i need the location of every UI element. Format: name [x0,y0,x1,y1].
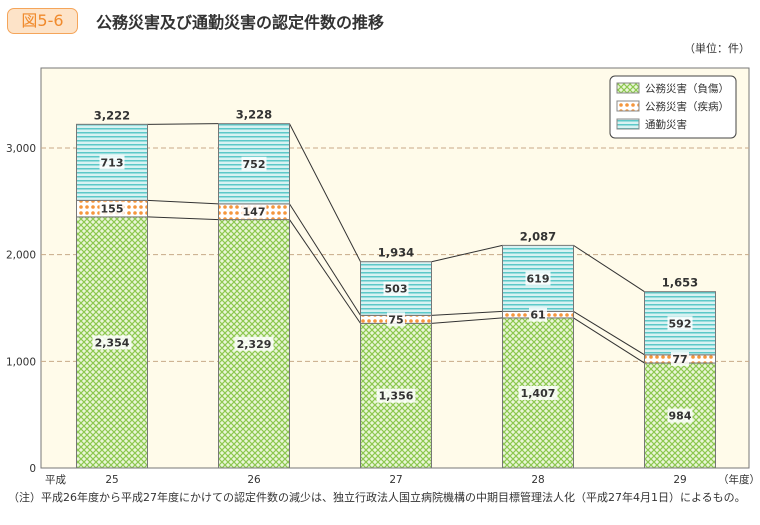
legend-label-injury: 公務災害（負傷） [645,82,729,95]
connector-line [431,244,503,263]
x-prefix: 平成 [45,474,66,486]
stacked-bar-chart: 0 1,000 2,000 3,000 25 26 27 28 29 2,354 155 713 3,2… [6,67,760,486]
total-label: 1,653 [662,276,698,290]
legend: 公務災害（負傷） 公務災害（疾病） 通勤災害 [609,75,737,139]
connector-line [147,216,219,221]
value-label-bg [99,155,125,170]
value-label-bg [671,351,689,366]
value-label: 503 [385,283,408,296]
value-label-bg [234,336,274,351]
x-axis-label: （年度） [718,473,760,486]
value-label-bg [667,408,693,423]
value-label-bg [387,312,405,327]
value-label-bg [529,307,547,322]
x-tick-label: 27 [389,474,402,486]
footnote: （注）平成26年度から平成27年度にかけての認定件数の減少は、独立行政法人国立病… [8,491,746,504]
total-label: 1,934 [378,246,414,260]
figure-badge: 図5-6 [7,8,78,34]
legend-label-illness: 公務災害（疾病） [645,100,729,113]
connector-line [573,310,645,356]
x-tick-label: 26 [247,474,261,486]
value-label: 1,407 [521,387,556,400]
legend-swatch-commute [616,118,640,130]
value-label: 1,356 [379,390,414,403]
connector-line [573,244,645,293]
value-label: 592 [669,317,692,330]
value-label-bg [525,271,551,286]
connector-line [289,203,361,316]
connector-line [289,123,361,262]
x-tick-label: 25 [105,474,118,486]
value-label-bg [518,385,558,400]
value-label: 155 [101,203,124,216]
value-label: 75 [388,313,403,326]
legend-swatch-injury [616,82,640,94]
legend-swatch-illness [616,100,640,112]
value-label: 2,329 [237,338,272,351]
value-label: 713 [101,156,124,169]
chart-title: 公務災害及び通勤災害の認定件数の推移 [96,13,385,32]
unit-label: （単位：件） [684,42,750,55]
value-label: 752 [243,158,266,171]
value-label: 619 [527,272,550,285]
connector-line [431,317,503,324]
value-label: 984 [669,410,692,423]
x-tick-label: 29 [673,474,686,486]
value-label: 61 [530,309,545,322]
y-tick-label: 1,000 [6,356,36,368]
value-label: 2,354 [95,336,130,349]
value-label-bg [241,204,267,219]
connector-line [147,199,219,205]
y-tick-label: 3,000 [6,143,36,155]
connector-line [147,123,219,125]
value-label: 147 [243,206,266,219]
total-label: 2,087 [520,229,556,243]
y-tick-label: 0 [29,463,36,475]
x-tick-label: 28 [531,474,544,486]
value-label-bg [667,316,693,331]
value-label-bg [92,335,132,350]
value-label-bg [241,156,267,171]
y-tick-label: 2,000 [6,250,36,262]
connector-line [573,317,645,364]
connector-line [431,310,503,316]
value-label: 77 [672,353,687,366]
value-label-bg [383,281,409,296]
value-label-bg [376,388,416,403]
connector-line [289,219,361,324]
total-label: 3,228 [236,108,272,122]
legend-label-commute: 通勤災害 [645,118,687,131]
value-label-bg [99,201,125,216]
total-label: 3,222 [94,108,130,122]
